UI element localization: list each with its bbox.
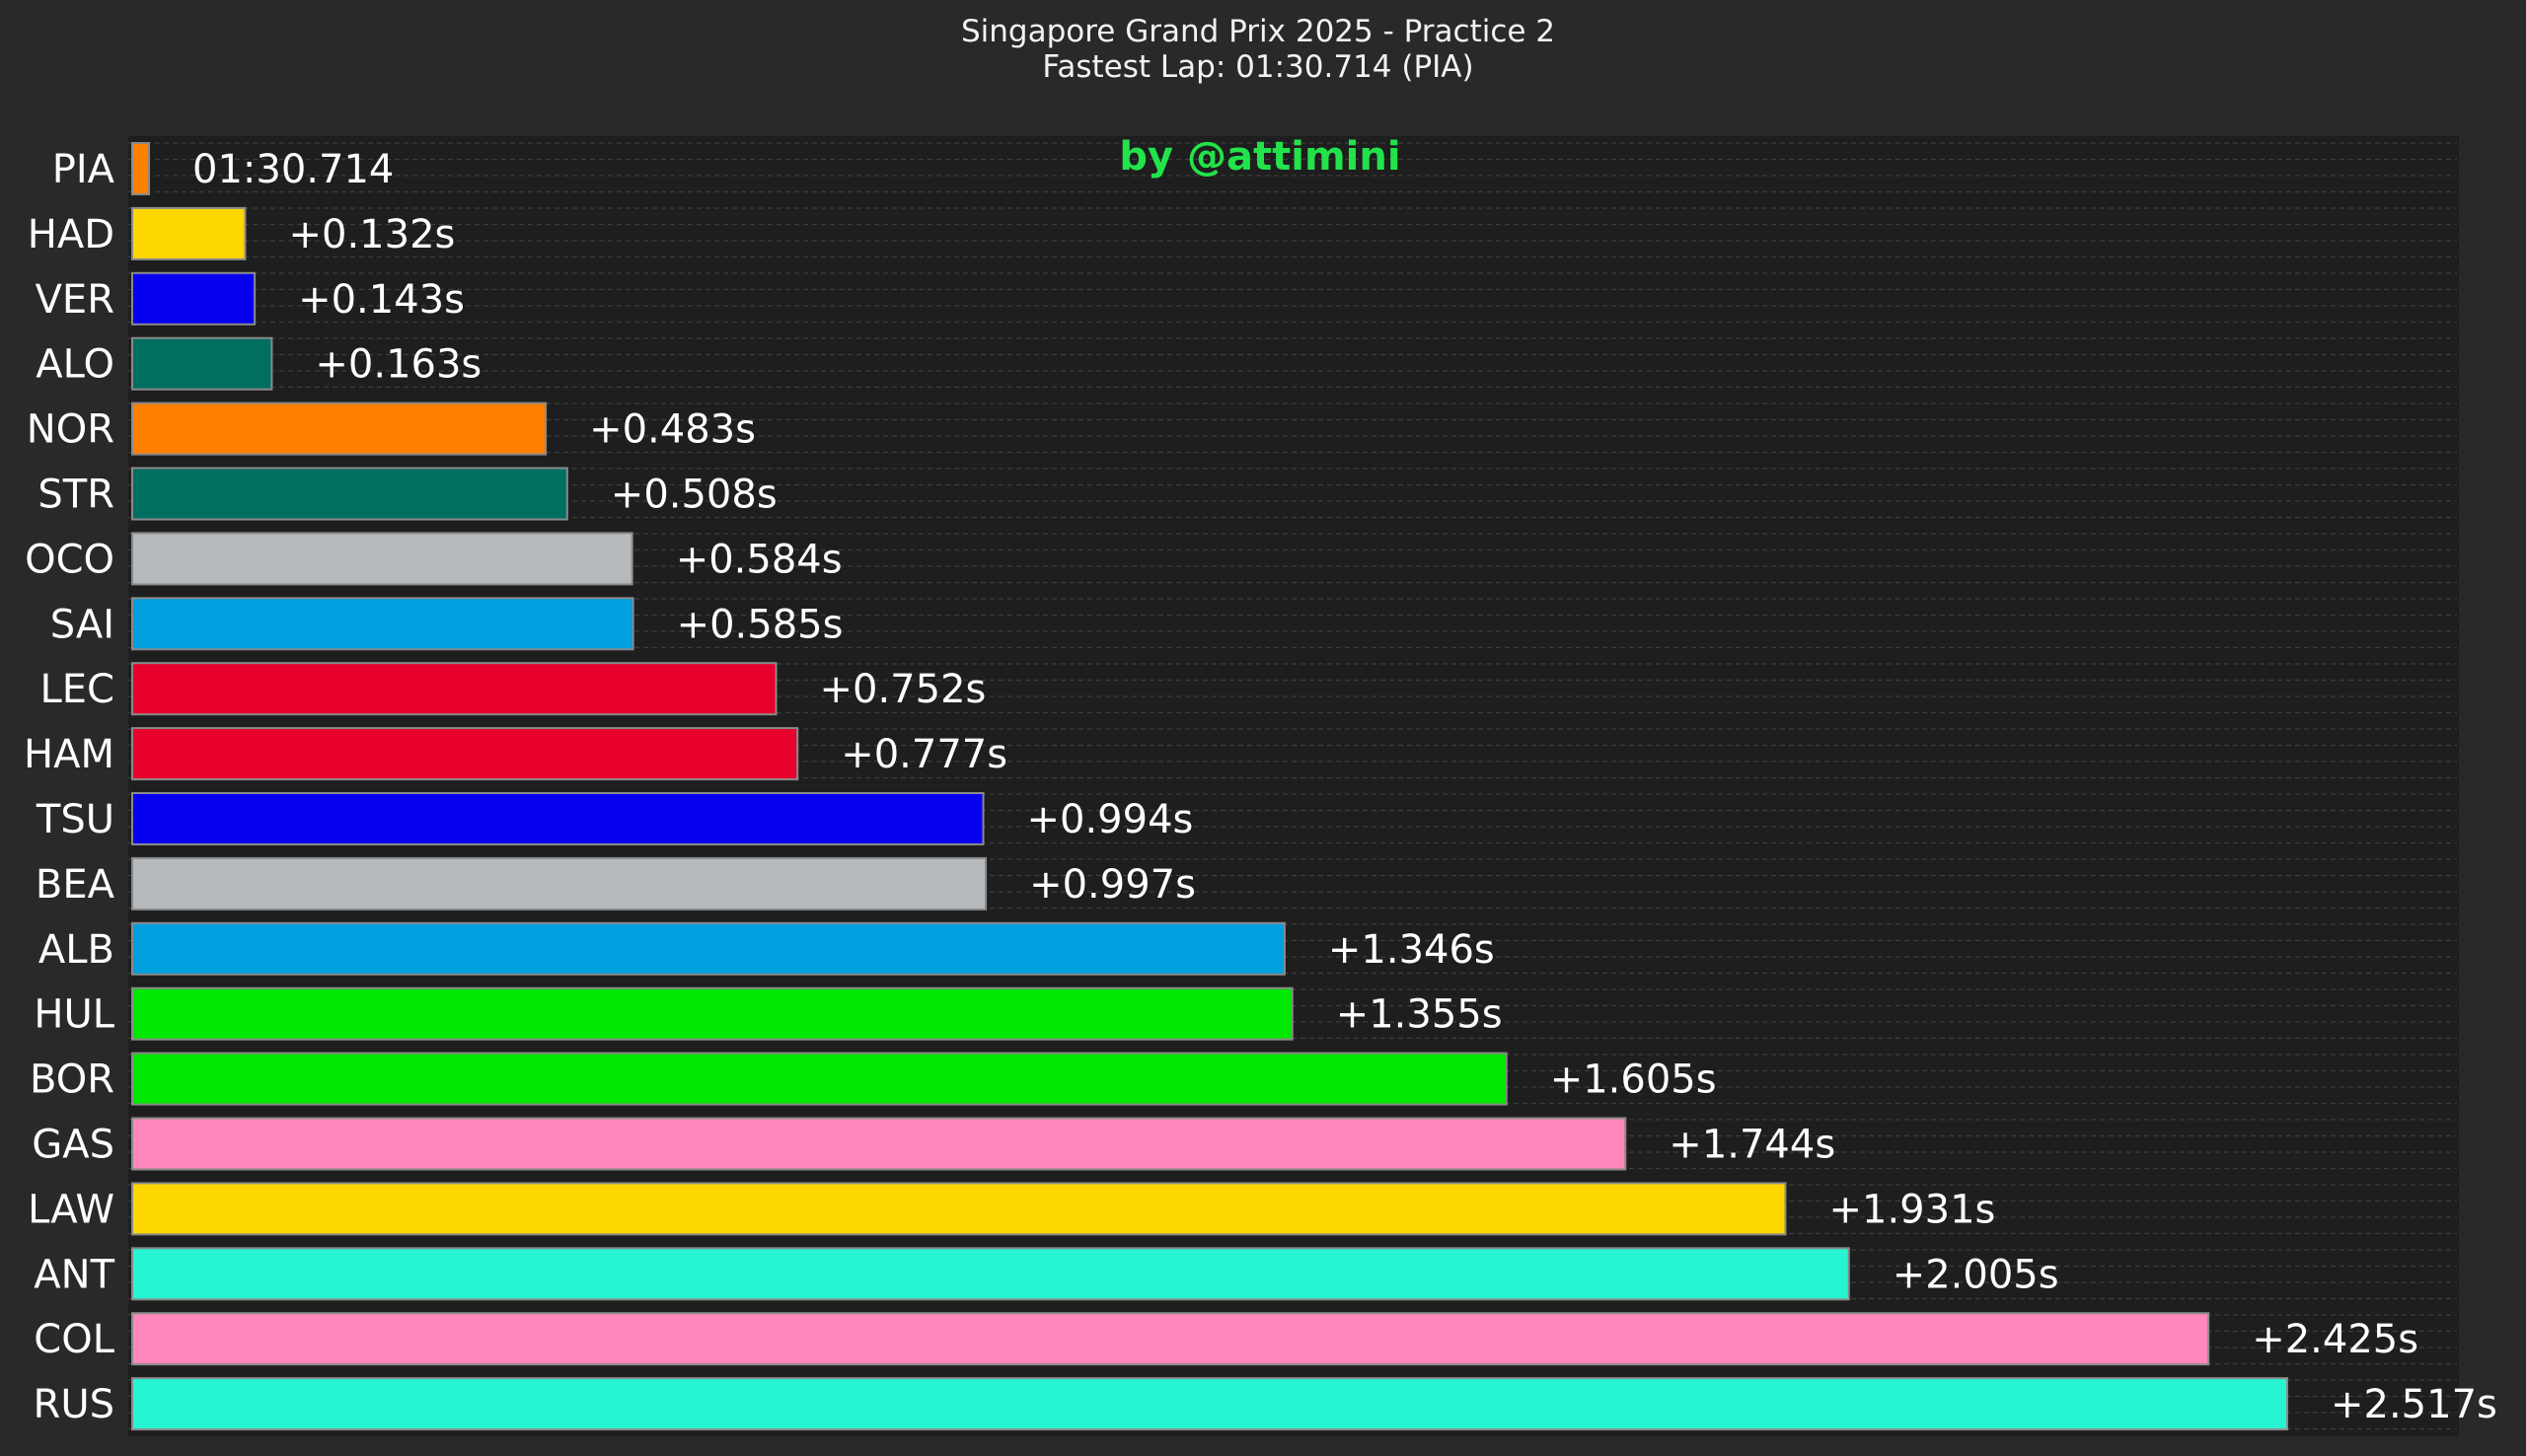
y-tick-ant: ANT: [34, 1252, 114, 1297]
bar-bor: [131, 1052, 1508, 1106]
value-label-sai: +0.585s: [677, 602, 844, 647]
bar-oco: [131, 532, 633, 586]
watermark: by @attimini: [1119, 134, 1400, 180]
bar-ant: [131, 1247, 1850, 1301]
plot-area: [128, 136, 2459, 1436]
y-tick-bor: BOR: [30, 1057, 114, 1103]
y-tick-lec: LEC: [40, 667, 115, 712]
y-tick-alo: ALO: [36, 342, 114, 388]
value-label-pia: 01:30.714: [192, 147, 394, 192]
value-label-col: +2.425s: [2252, 1317, 2418, 1362]
y-tick-hul: HUL: [34, 992, 114, 1038]
y-tick-col: COL: [34, 1317, 114, 1362]
value-label-bor: +1.605s: [1550, 1057, 1717, 1103]
bar-str: [131, 467, 568, 521]
value-label-ver: +0.143s: [298, 277, 465, 323]
value-label-hul: +1.355s: [1336, 992, 1503, 1038]
value-label-ham: +0.777s: [841, 732, 1007, 777]
value-label-ant: +2.005s: [1893, 1252, 2059, 1297]
value-label-gas: +1.744s: [1669, 1123, 1835, 1168]
bars: [131, 142, 2288, 1431]
bar-pia: [131, 142, 150, 195]
bar-had: [131, 206, 247, 260]
value-label-oco: +0.584s: [676, 537, 843, 582]
value-label-law: +1.931s: [1829, 1187, 1996, 1232]
value-label-alo: +0.163s: [315, 342, 482, 388]
bar-gas: [131, 1117, 1627, 1171]
value-label-nor: +0.483s: [589, 407, 756, 453]
chart-subtitle: Fastest Lap: 01:30.714 (PIA): [1042, 49, 1473, 85]
bar-law: [131, 1182, 1787, 1236]
bar-ver: [131, 271, 257, 326]
y-tick-had: HAD: [28, 212, 114, 257]
bar-hul: [131, 986, 1294, 1041]
y-tick-pia: PIA: [52, 147, 115, 192]
y-tick-tsu: TSU: [36, 797, 114, 842]
value-label-had: +0.132s: [289, 212, 456, 257]
y-tick-sai: SAI: [50, 602, 114, 647]
value-label-lec: +0.752s: [820, 667, 987, 712]
y-tick-law: LAW: [28, 1187, 114, 1232]
value-label-tsu: +0.994s: [1027, 797, 1194, 842]
y-tick-alb: ALB: [38, 927, 114, 973]
bar-bea: [131, 856, 988, 910]
bar-nor: [131, 401, 548, 456]
value-label-str: +0.508s: [611, 473, 778, 518]
y-tick-ham: HAM: [24, 732, 114, 777]
y-tick-gas: GAS: [32, 1123, 114, 1168]
y-tick-rus: RUS: [34, 1382, 114, 1427]
y-tick-ver: VER: [36, 277, 114, 323]
value-label-rus: +2.517s: [2331, 1382, 2497, 1427]
bar-alb: [131, 921, 1286, 976]
y-tick-labels: PIA HAD VER ALO NOR STR OCO SAI LEC HAM TSU BEA ALB H…: [24, 147, 115, 1427]
chart-title: Singapore Grand Prix 2025 - Practice 2: [961, 14, 1555, 49]
y-tick-nor: NOR: [27, 407, 114, 453]
bar-value-labels: 01:30.714 +0.132s +0.143s +0.163s +0.483s +0.…: [192, 147, 2497, 1427]
bar-sai: [131, 597, 634, 651]
y-tick-str: STR: [37, 473, 114, 518]
bar-lec: [131, 662, 778, 716]
value-label-bea: +0.997s: [1029, 862, 1196, 908]
value-label-alb: +1.346s: [1328, 927, 1495, 973]
bar-col: [131, 1312, 2210, 1366]
bar-rus: [131, 1377, 2288, 1431]
y-tick-bea: BEA: [36, 862, 115, 908]
y-tick-oco: OCO: [25, 537, 114, 582]
bar-tsu: [131, 792, 985, 845]
bar-ham: [131, 727, 799, 781]
bar-alo: [131, 336, 273, 391]
